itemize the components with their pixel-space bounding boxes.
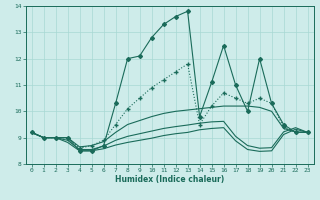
X-axis label: Humidex (Indice chaleur): Humidex (Indice chaleur) [115, 175, 224, 184]
